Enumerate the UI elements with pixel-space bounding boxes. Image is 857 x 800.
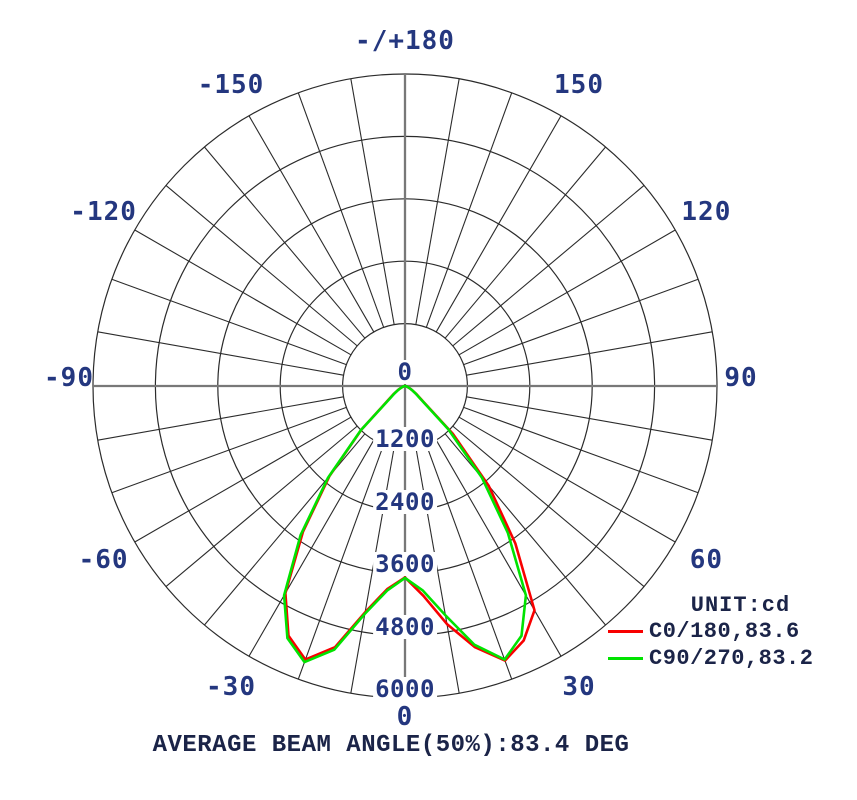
grid-spoke	[134, 416, 352, 543]
grid-spoke	[444, 433, 606, 626]
legend-swatch-c90-270	[608, 657, 643, 661]
curve-c90-270	[282, 384, 528, 664]
angle-label---+180: -/+180	[355, 26, 455, 56]
legend-item-c90-270: C90/270,83.2	[596, 645, 857, 672]
grid-spoke	[111, 278, 347, 366]
angle-label--120: -120	[70, 197, 137, 227]
grid-spoke	[452, 185, 645, 347]
grid-spoke	[248, 115, 375, 333]
grid-spoke	[111, 406, 347, 494]
grid-spoke	[97, 331, 344, 376]
grid-spoke	[452, 425, 645, 587]
angle-label-30: 30	[562, 672, 596, 703]
grid-spoke	[466, 396, 713, 441]
grid-spoke	[134, 229, 352, 356]
grid-spoke	[463, 278, 699, 366]
grid-spoke	[466, 331, 713, 376]
grid-spoke	[425, 92, 513, 328]
legend-label-c90-270: C90/270,83.2	[649, 645, 814, 671]
grid-spoke	[435, 439, 562, 657]
legend-item-c0-180: C0/180,83.6	[596, 618, 857, 645]
angle-label-0: 0	[396, 702, 414, 732]
angle-label-120: 120	[681, 197, 732, 227]
grid-spoke	[458, 416, 676, 543]
radial-tick-2400: 2400	[373, 487, 437, 516]
angle-label--90: -90	[44, 363, 94, 393]
grid-spoke	[425, 444, 513, 680]
grid-spoke	[415, 78, 460, 325]
grid-spoke	[350, 447, 395, 694]
radial-tick-0: 0	[395, 358, 415, 386]
grid-spoke	[415, 447, 460, 694]
grid-spoke	[297, 444, 385, 680]
angle-label--30: -30	[206, 672, 256, 703]
legend-label-c0-180: C0/180,83.6	[649, 618, 800, 644]
grid-spoke	[458, 229, 676, 356]
radial-tick-6000: 6000	[373, 675, 437, 703]
grid-spoke	[204, 146, 366, 339]
average-beam-angle-caption: AVERAGE BEAM ANGLE(50%):83.4 DEG	[152, 732, 630, 759]
intensity-curves	[282, 384, 536, 664]
grid-spoke	[435, 115, 562, 333]
angle-label--60: -60	[78, 545, 129, 575]
grid-spoke	[297, 92, 385, 328]
legend: UNIT:cd C0/180,83.6 C90/270,83.2	[596, 593, 857, 672]
grid-spoke	[444, 146, 606, 339]
grid-spoke	[463, 406, 699, 494]
grid-spoke	[97, 396, 344, 441]
legend-swatch-c0-180	[608, 630, 643, 634]
angle-label--150: -150	[197, 69, 265, 100]
angle-label-90: 90	[724, 363, 758, 393]
unit-label: UNIT:cd	[690, 593, 791, 618]
radial-tick-3600: 3600	[373, 550, 437, 579]
angle-label-60: 60	[689, 545, 724, 575]
grid-spoke	[350, 78, 395, 325]
grid-spoke	[165, 185, 358, 347]
grid-spoke	[165, 425, 358, 587]
grid-spoke	[248, 439, 375, 657]
radial-tick-1200: 1200	[373, 425, 437, 454]
radial-tick-4800: 4800	[373, 612, 437, 641]
angle-label-150: 150	[554, 69, 604, 100]
